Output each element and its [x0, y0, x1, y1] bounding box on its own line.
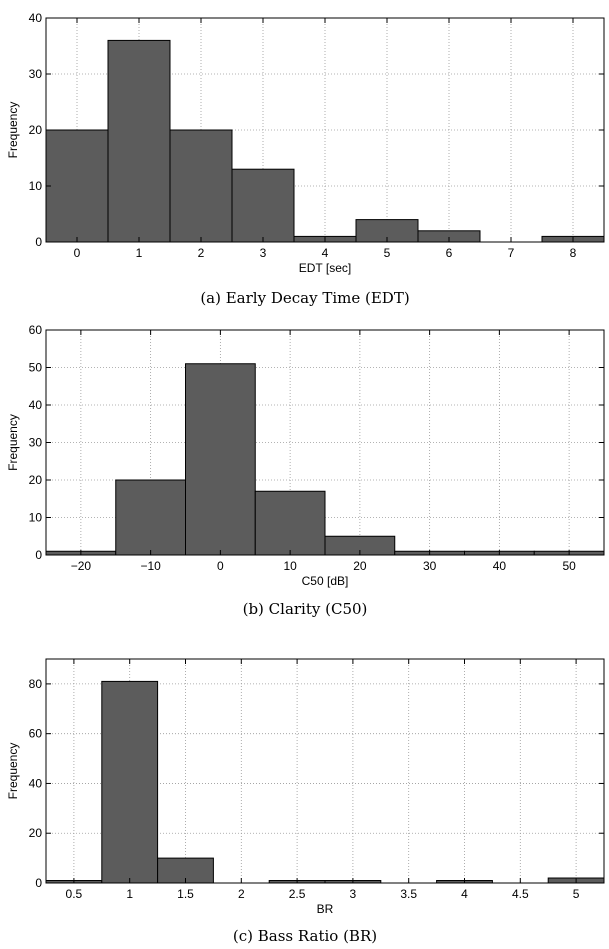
y-tick-label: 40 [29, 11, 43, 25]
y-tick-label: 50 [29, 361, 43, 375]
histogram-bar [231, 168, 295, 243]
y-tick-label: 10 [29, 511, 43, 525]
y-axis-title: Frequency [6, 102, 20, 159]
y-axis-title: Frequency [6, 743, 20, 800]
x-axis-title: BR [317, 902, 334, 916]
x-tick-label: 2.5 [289, 887, 306, 901]
x-tick-label: −20 [71, 559, 92, 573]
histogram-bar [45, 129, 109, 243]
x-tick-label: 5 [573, 887, 580, 901]
figure-caption: (c) Bass Ratio (BR) [233, 927, 377, 945]
x-tick-label: 5 [384, 246, 391, 260]
histogram-bar [169, 129, 233, 243]
x-tick-label: 6 [446, 246, 453, 260]
x-tick-label: 8 [570, 246, 577, 260]
x-tick-label: 4 [461, 887, 468, 901]
y-tick-label: 20 [29, 826, 43, 840]
x-axis-title: C50 [dB] [302, 574, 349, 588]
y-tick-label: 40 [29, 398, 43, 412]
x-tick-label: 50 [562, 559, 576, 573]
x-tick-label: 3 [260, 246, 267, 260]
y-tick-label: 10 [29, 179, 43, 193]
x-tick-label: 1 [126, 887, 133, 901]
x-tick-label: 10 [283, 559, 297, 573]
x-tick-label: 0.5 [66, 887, 83, 901]
x-tick-label: −10 [140, 559, 161, 573]
y-tick-label: 60 [29, 727, 43, 741]
x-tick-label: 3.5 [400, 887, 417, 901]
x-tick-label: 1 [136, 246, 143, 260]
y-tick-label: 80 [29, 677, 43, 691]
x-axis-title: EDT [sec] [299, 261, 351, 275]
histogram-edt: 0 10 20 30 40 0 1 2 3 4 5 6 7 8 EDT [sec] Frequency (a) … [6, 11, 605, 307]
histogram-c50: 0 10 20 30 40 50 60 −20 −10 0 10 20 30 40 50 C50 [dB] Fr… [6, 323, 605, 618]
figure-caption: (b) Clarity (C50) [243, 600, 368, 618]
y-axis-title: Frequency [6, 414, 20, 471]
figure-caption: (a) Early Decay Time (EDT) [200, 289, 409, 307]
x-tick-label: 7 [508, 246, 515, 260]
histogram-bar [185, 363, 256, 556]
histogram-bar [254, 490, 326, 556]
x-tick-label: 30 [423, 559, 437, 573]
y-tick-label: 0 [35, 548, 42, 562]
x-tick-label: 40 [493, 559, 507, 573]
x-tick-label: 2 [198, 246, 205, 260]
y-tick-label: 0 [35, 876, 42, 890]
histogram-bar [107, 39, 171, 243]
histogram-bar [101, 680, 159, 884]
plot-frame [45, 658, 605, 884]
x-tick-label: 4.5 [512, 887, 529, 901]
x-tick-label: 3 [350, 887, 357, 901]
x-tick-label: 1.5 [177, 887, 194, 901]
y-tick-label: 0 [35, 235, 42, 249]
y-tick-label: 30 [29, 436, 43, 450]
x-tick-label: 2 [238, 887, 245, 901]
x-tick-label: 4 [322, 246, 329, 260]
y-tick-label: 20 [29, 123, 43, 137]
y-tick-label: 60 [29, 323, 43, 337]
histogram-br: 0 20 40 60 80 0.5 1 1.5 2 2.5 3 3.5 4 4.5 5 BR Frequency… [6, 658, 605, 945]
y-tick-label: 20 [29, 473, 43, 487]
x-tick-label: 0 [217, 559, 224, 573]
x-tick-label: 20 [353, 559, 367, 573]
y-tick-label: 30 [29, 67, 43, 81]
histogram-bar [115, 479, 186, 556]
x-tick-label: 0 [74, 246, 81, 260]
y-tick-label: 40 [29, 776, 43, 790]
